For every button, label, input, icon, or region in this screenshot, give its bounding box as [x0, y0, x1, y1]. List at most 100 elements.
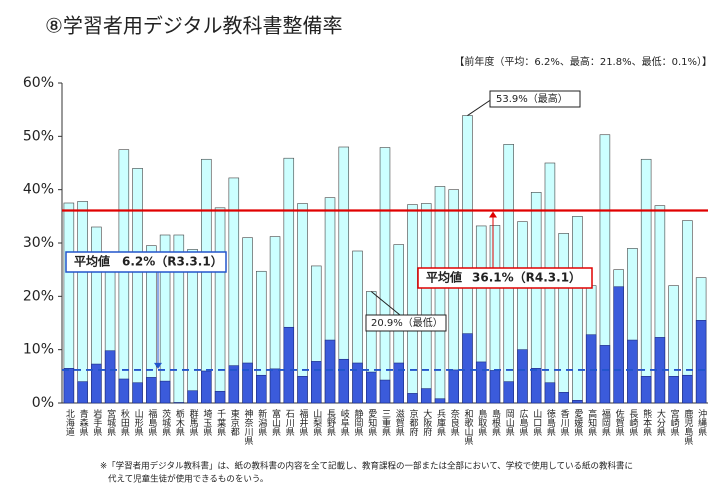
bar [558, 233, 569, 404]
y-tick-label: 0% [32, 395, 54, 411]
x-tick-label: 和歌山県 [462, 409, 473, 446]
x-tick-label: 鳥取県 [476, 408, 487, 437]
annotation-box [365, 314, 447, 332]
x-tick-label: 滋賀県 [394, 408, 405, 437]
bar [640, 376, 652, 404]
bar [599, 345, 611, 404]
bar [682, 374, 693, 404]
x-tick-label: 長野県 [325, 409, 336, 437]
x-tick-label: 神奈川県 [243, 408, 254, 446]
bar [297, 376, 308, 404]
bar [91, 363, 102, 404]
bar [503, 381, 514, 404]
footnote: ※「学習者用デジタル教科書」は、紙の教科書の内容を全て記載し、教育課程の一部また… [100, 461, 633, 472]
x-tick-label: 沖縄県 [696, 408, 707, 437]
bar [366, 371, 377, 404]
average-label: 平均値 [426, 270, 462, 285]
x-tick-label: 島根県 [490, 408, 501, 437]
y-tick-label: 50% [23, 128, 54, 144]
bar [118, 378, 130, 404]
label-box [417, 267, 593, 289]
bar [338, 358, 350, 404]
bar [572, 216, 583, 404]
bar [489, 370, 501, 404]
bar [146, 377, 157, 404]
x-tick-label: 千葉県 [215, 409, 226, 437]
annotation-box [489, 90, 581, 108]
x-tick-label: 埼玉県 [201, 408, 212, 437]
bar [118, 149, 130, 404]
x-tick-label: 宮城県 [105, 408, 116, 437]
x-tick-label: 群馬県 [188, 408, 199, 437]
bar [420, 388, 432, 404]
x-tick-label: 茨城県 [160, 408, 171, 437]
x-tick-label: 広島県 [517, 408, 528, 437]
x-tick-label: 山形県 [133, 409, 144, 437]
x-tick-label: 熊本県 [641, 408, 652, 437]
x-tick-label: 三重県 [380, 409, 391, 437]
annotation-leader [467, 98, 493, 116]
bar [132, 168, 143, 404]
bar [269, 368, 281, 404]
bar [352, 362, 363, 404]
x-tick-label: 長崎県 [627, 409, 638, 437]
footnote: 代えて児童生徒が使用できるものをいう。 [108, 474, 268, 485]
bar [201, 370, 212, 404]
x-tick-label: 岩手県 [91, 408, 102, 437]
x-tick-label: 鹿児島県 [682, 408, 693, 446]
bar [132, 382, 143, 404]
bar [407, 393, 418, 404]
x-tick-label: 青森県 [78, 408, 89, 437]
bar [462, 333, 473, 404]
bar [420, 203, 432, 404]
x-tick-label: 富山県 [270, 408, 281, 437]
bar [585, 334, 597, 404]
x-tick-label: 静岡県 [353, 408, 364, 437]
average-label: 平均値 [74, 254, 110, 269]
bar [256, 374, 267, 404]
bar [228, 365, 240, 404]
x-tick-label: 栃木県 [174, 408, 185, 437]
annotation: 20.9%（最低） [371, 316, 443, 329]
x-tick-label: 佐賀県 [614, 408, 625, 437]
bar [379, 379, 391, 404]
bar [242, 362, 253, 404]
bar [530, 368, 542, 404]
bar [187, 390, 198, 404]
bar [544, 382, 556, 404]
bar [640, 158, 652, 404]
x-tick-label: 北海道 [64, 409, 75, 437]
x-tick-label: 新潟県 [256, 408, 267, 437]
x-tick-label: 京都府 [407, 408, 418, 437]
bar [448, 369, 459, 404]
x-tick-label: 奈良県 [449, 408, 460, 437]
bar [159, 380, 171, 404]
bar [201, 158, 212, 404]
x-tick-label: 福井県 [298, 408, 309, 437]
label-box [65, 251, 227, 273]
bar [214, 390, 226, 404]
x-tick-label: 大阪府 [421, 408, 432, 437]
x-tick-label: 福島県 [146, 408, 157, 437]
bar [324, 339, 336, 404]
x-tick-label: 香川県 [559, 409, 570, 437]
bar [572, 400, 583, 404]
x-tick-label: 愛媛県 [572, 408, 583, 437]
bar [558, 392, 569, 404]
bar [434, 398, 446, 404]
average-value: 36.1%（R4.3.1） [472, 270, 581, 285]
y-tick-label: 40% [23, 182, 54, 198]
bar [77, 201, 88, 404]
y-tick-label: 20% [23, 288, 54, 304]
bar [379, 147, 391, 404]
bar [77, 381, 88, 404]
chart-title: ⑧学習者用デジタル教科書整備率 [45, 14, 343, 38]
x-tick-label: 高知県 [586, 408, 597, 437]
y-tick-label: 30% [23, 235, 54, 251]
annotation: 53.9%（最高） [496, 92, 568, 105]
bar [173, 402, 185, 404]
x-tick-label: 兵庫県 [435, 408, 446, 437]
bar [695, 320, 707, 404]
x-tick-label: 福岡県 [600, 408, 611, 437]
